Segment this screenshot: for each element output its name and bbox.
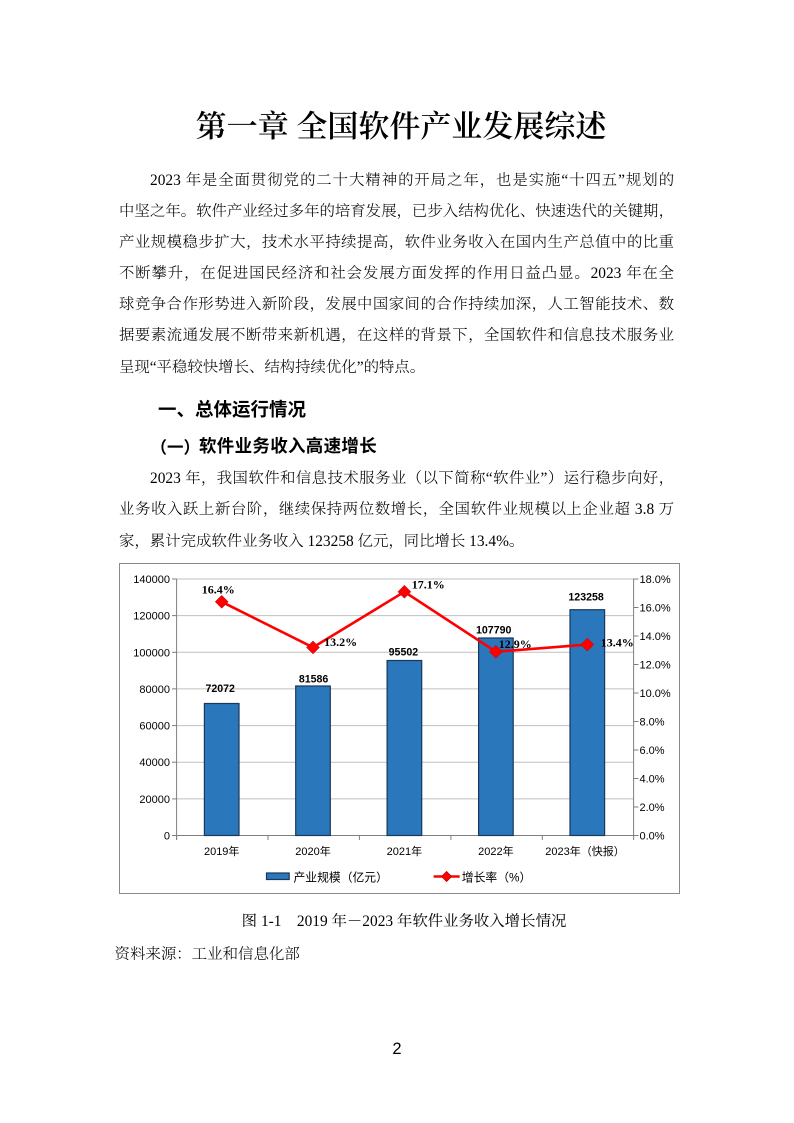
svg-text:10.0%: 10.0%	[640, 688, 671, 700]
svg-text:13.4%: 13.4%	[601, 636, 634, 650]
svg-text:2019年: 2019年	[204, 844, 239, 858]
svg-text:40000: 40000	[139, 757, 170, 769]
svg-text:0.0%: 0.0%	[640, 831, 665, 843]
svg-text:0: 0	[164, 831, 170, 843]
svg-text:2020年: 2020年	[295, 844, 330, 858]
svg-text:2023年（快报）: 2023年（快报）	[545, 844, 624, 858]
svg-text:6.0%: 6.0%	[640, 745, 665, 757]
svg-text:16.4%: 16.4%	[202, 583, 235, 597]
svg-text:60000: 60000	[139, 721, 170, 733]
svg-text:18.0%: 18.0%	[640, 574, 671, 586]
svg-text:4.0%: 4.0%	[640, 774, 665, 786]
svg-text:增长率（%）: 增长率（%）	[462, 871, 531, 885]
svg-text:123258: 123258	[568, 592, 603, 604]
svg-text:2.0%: 2.0%	[640, 802, 665, 814]
svg-text:13.2%: 13.2%	[324, 635, 357, 649]
svg-text:72072: 72072	[205, 683, 235, 695]
svg-text:100000: 100000	[133, 647, 170, 659]
svg-text:140000: 140000	[133, 574, 170, 586]
svg-text:16.0%: 16.0%	[640, 603, 671, 615]
svg-text:107790: 107790	[476, 624, 511, 636]
svg-text:12.0%: 12.0%	[640, 660, 671, 672]
svg-text:81586: 81586	[299, 674, 329, 686]
svg-text:120000: 120000	[133, 611, 170, 623]
svg-text:80000: 80000	[139, 684, 170, 696]
svg-text:20000: 20000	[139, 794, 170, 806]
svg-text:产业规模（亿元）: 产业规模（亿元）	[294, 871, 388, 885]
svg-text:2022年: 2022年	[478, 844, 513, 858]
svg-text:12.9%: 12.9%	[499, 637, 532, 651]
svg-text:2021年: 2021年	[387, 844, 422, 858]
svg-text:14.0%: 14.0%	[640, 631, 671, 643]
svg-text:8.0%: 8.0%	[640, 717, 665, 729]
svg-text:95502: 95502	[389, 647, 419, 659]
svg-text:17.1%: 17.1%	[412, 578, 445, 592]
